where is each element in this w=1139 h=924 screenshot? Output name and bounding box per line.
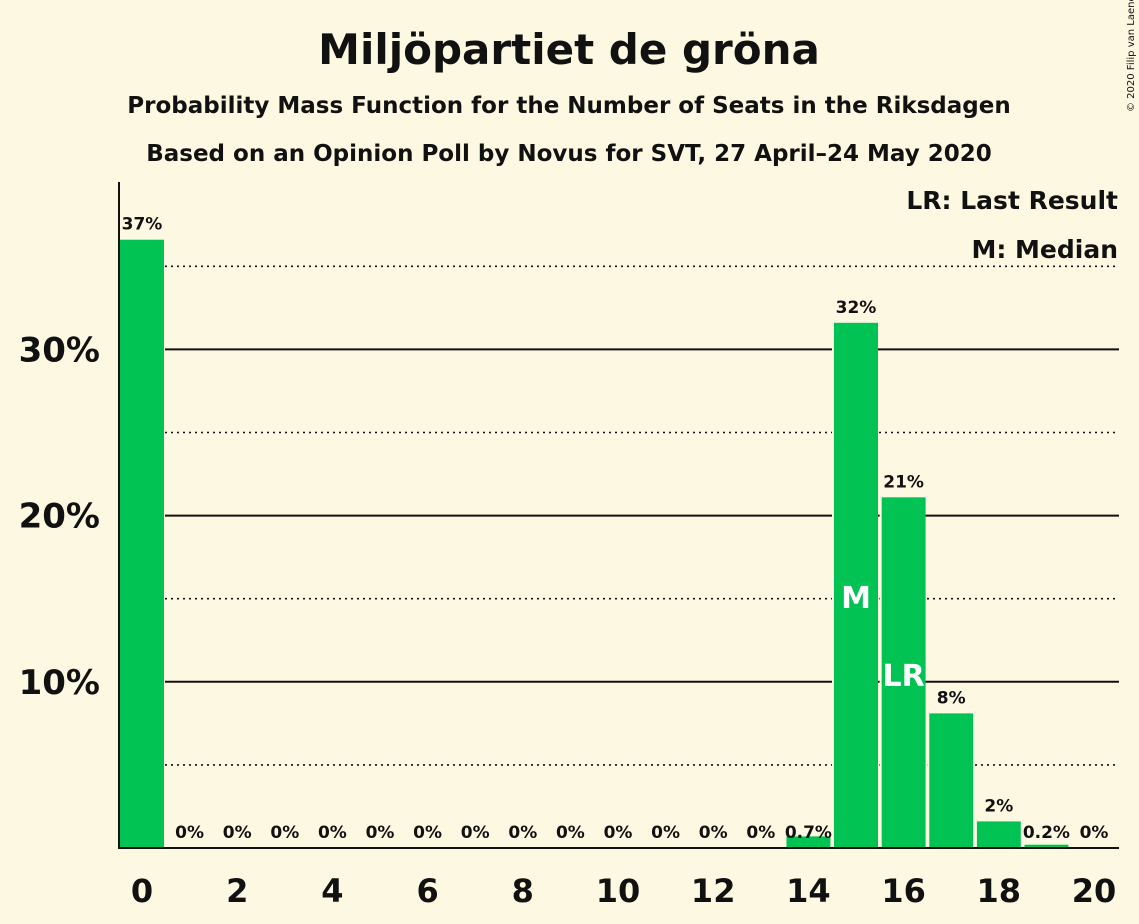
- bar-gap: [927, 713, 930, 847]
- y-axis-ticks: 10% 20% 30%: [19, 330, 100, 702]
- x-tick-label: 18: [977, 872, 1022, 910]
- bar-gap: [974, 821, 977, 847]
- data-label-seat-8: 0%: [508, 823, 537, 843]
- x-tick-label: 6: [416, 872, 438, 910]
- bar-gap: [1022, 844, 1025, 847]
- legend-last-result: LR: Last Result: [906, 186, 1118, 215]
- bar-seat-19: [1024, 844, 1069, 848]
- gridlines: [165, 265, 1119, 766]
- bar-gap: [879, 497, 882, 847]
- x-tick-label: 10: [596, 872, 641, 910]
- x-tick-label: 0: [131, 872, 153, 910]
- data-label-seat-20: 0%: [1080, 823, 1109, 843]
- x-tick-label: 14: [786, 872, 831, 910]
- data-label-seat-14: 0.7%: [785, 823, 832, 843]
- bar-seat-17: [929, 713, 974, 848]
- data-label-seat-1: 0%: [175, 823, 204, 843]
- data-label-seat-10: 0%: [604, 823, 633, 843]
- bars: [120, 239, 1069, 849]
- bar-seat-18: [976, 821, 1021, 848]
- x-tick-label: 4: [321, 872, 343, 910]
- y-tick-label: 20%: [19, 497, 100, 537]
- y-tick-label: 10%: [19, 663, 100, 703]
- data-labels: 37% 0% 0% 0% 0% 0% 0% 0% 0% 0% 0% 0% 0% 0% 0.7% 32% 21% 8…: [122, 215, 1109, 843]
- data-label-seat-5: 0%: [366, 823, 395, 843]
- data-label-seat-17: 8%: [937, 688, 966, 708]
- median-marker: M: [841, 581, 871, 616]
- data-label-seat-19: 0.2%: [1023, 823, 1070, 843]
- x-tick-label: 8: [512, 872, 534, 910]
- copyright-note: © 2020 Filip van Laenen: [1126, 0, 1137, 112]
- data-label-seat-16: 21%: [883, 472, 924, 492]
- data-label-seat-6: 0%: [413, 823, 442, 843]
- bar-seat-14: [786, 836, 831, 848]
- x-tick-label: 12: [691, 872, 736, 910]
- data-label-seat-12: 0%: [699, 823, 728, 843]
- chart-subtitle: Probability Mass Function for the Number…: [127, 93, 1010, 119]
- data-label-seat-9: 0%: [556, 823, 585, 843]
- bar-gap: [784, 836, 787, 847]
- data-label-seat-7: 0%: [461, 823, 490, 843]
- bar-seat-16: [881, 497, 926, 848]
- x-tick-label: 20: [1072, 872, 1117, 910]
- x-axis-ticks: 0 2 4 6 8 10 12 14 16 18 20: [131, 872, 1116, 910]
- last-result-marker: LR: [882, 659, 924, 694]
- x-tick-label: 2: [226, 872, 248, 910]
- data-label-seat-18: 2%: [984, 796, 1013, 816]
- data-label-seat-2: 0%: [223, 823, 252, 843]
- bar-seat-15: [834, 322, 878, 849]
- data-label-seat-15: 32%: [836, 298, 877, 318]
- legend-median: M: Median: [971, 235, 1118, 264]
- data-label-seat-4: 0%: [318, 823, 347, 843]
- x-tick-label: 16: [881, 872, 926, 910]
- data-label-seat-13: 0%: [746, 823, 775, 843]
- data-label-seat-3: 0%: [270, 823, 299, 843]
- chart-title: Miljöpartiet de gröna: [318, 25, 820, 74]
- chart-subtitle-2: Based on an Opinion Poll by Novus for SV…: [146, 141, 992, 167]
- data-label-seat-11: 0%: [651, 823, 680, 843]
- y-tick-label: 30%: [19, 330, 100, 370]
- bar-gap: [832, 322, 834, 848]
- data-label-seat-0: 37%: [122, 215, 163, 235]
- bar-seat-0: [120, 239, 164, 848]
